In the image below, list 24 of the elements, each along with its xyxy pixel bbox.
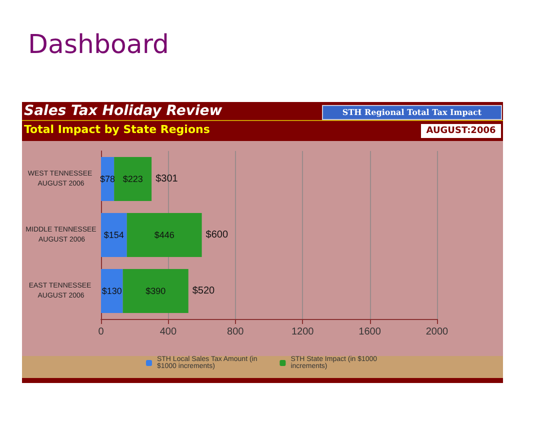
total-label: $520 — [192, 286, 216, 296]
data-label: $154 — [104, 230, 124, 240]
chart-subtitle: Total Impact by State Regions — [24, 123, 210, 136]
text: AUGUST:2006 — [421, 124, 501, 138]
x-tick-label: 800 — [227, 326, 244, 338]
bar — [122, 269, 188, 313]
x-tick-label: 1200 — [291, 326, 314, 338]
x-tick-label: 1600 — [358, 326, 382, 338]
x-tick-label: 0 — [98, 326, 104, 338]
bar — [126, 213, 202, 257]
data-label: $390 — [146, 286, 166, 296]
data-label: $446 — [154, 230, 174, 240]
data-label: $130 — [102, 286, 122, 296]
text: Dashboard — [28, 30, 170, 60]
text: STH Regional Total Tax Impact — [322, 105, 502, 120]
x-tick-label: 400 — [160, 326, 177, 338]
chart-title: Sales Tax Holiday Review — [24, 103, 222, 119]
x-tick-label: 2000 — [426, 326, 449, 338]
total-label: $600 — [206, 230, 228, 240]
data-label: $223 — [122, 174, 143, 184]
bar — [114, 157, 152, 201]
bar — [101, 213, 127, 257]
total-label: $301 — [156, 174, 178, 184]
bar — [101, 269, 123, 313]
